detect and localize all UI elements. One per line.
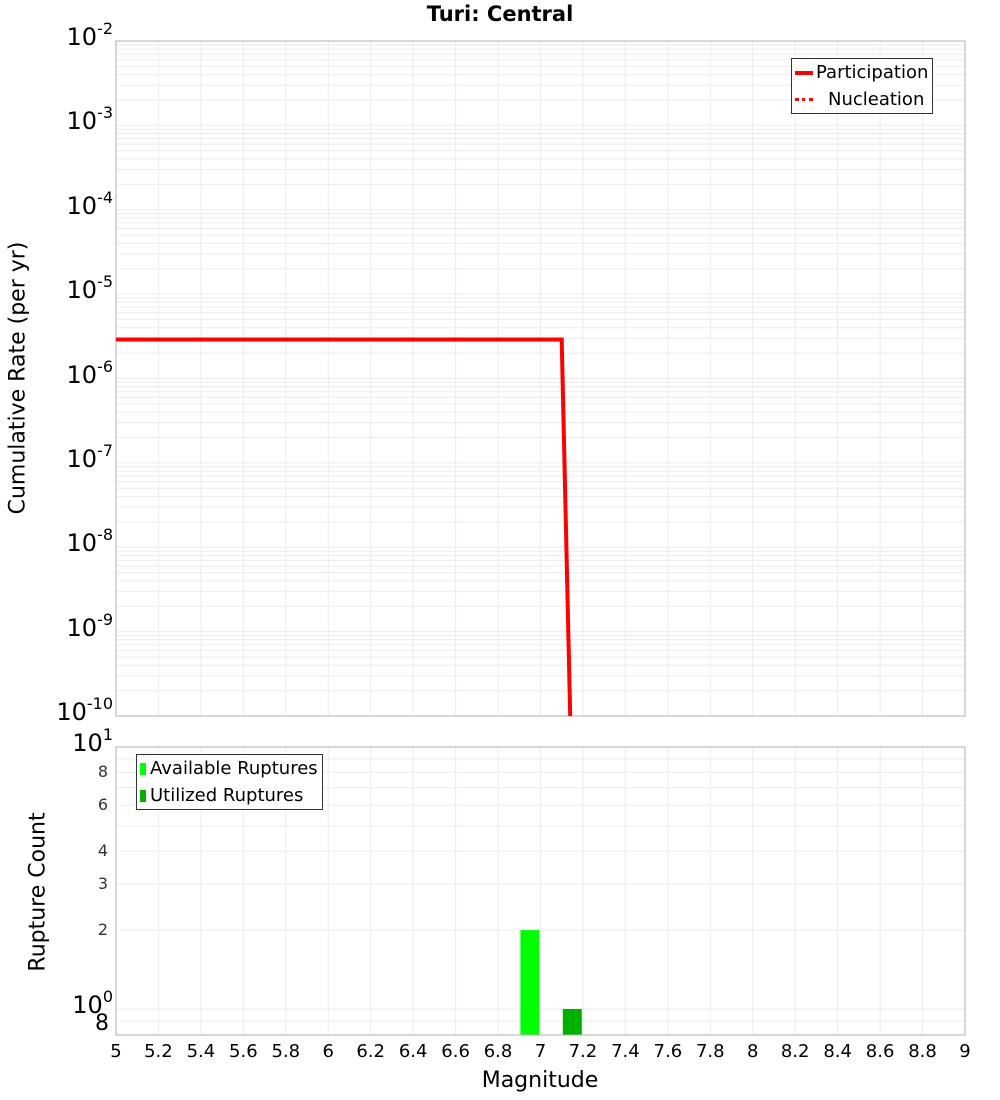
x-tick-label: 5 <box>110 1041 122 1062</box>
bottom-plot-frame <box>115 746 966 1036</box>
top-plot-series <box>116 337 573 717</box>
utilized-swatch-icon <box>140 789 146 802</box>
series-participation <box>116 337 573 717</box>
legend-label: Available Ruptures <box>150 758 318 779</box>
x-tick-label: 7 <box>534 1041 547 1062</box>
y-tick-label: 10-2 <box>66 19 114 51</box>
y-tick-label: 10-10 <box>56 694 113 726</box>
x-tick-label: 8 <box>747 1041 759 1062</box>
y-tick-label: 10-6 <box>66 356 114 389</box>
y-tick-label: 10-3 <box>66 103 114 136</box>
y-tick-label: 10-9 <box>66 609 114 642</box>
series-nucleation <box>116 338 572 717</box>
available-swatch-icon <box>140 762 146 775</box>
x-tick-label: 5.2 <box>144 1041 173 1062</box>
x-tick-label: 7.8 <box>695 1041 725 1062</box>
bottom-plot-bars <box>520 930 582 1035</box>
x-tick-label: 7.4 <box>611 1041 640 1062</box>
x-tick-label: 5.6 <box>229 1041 258 1062</box>
x-tick-label: 8.8 <box>908 1041 937 1062</box>
legend-item-available: Available Ruptures <box>137 755 322 782</box>
top-plot-grid <box>116 41 965 716</box>
dotted-line-icon <box>795 98 813 101</box>
x-tick-label: 6.4 <box>398 1041 428 1062</box>
legend-label: Participation <box>816 62 929 83</box>
y-tick-label: 10-4 <box>66 187 114 220</box>
chart-title: Turi: Central <box>426 2 574 26</box>
legend-item-nucleation: Nucleation <box>792 86 932 113</box>
legend-label: Utilized Ruptures <box>150 785 304 806</box>
y-tick-label: 100 <box>72 987 113 1019</box>
x-tick-label: 5.4 <box>186 1041 216 1062</box>
bottom-y-axis-label: Rupture Count <box>25 812 51 972</box>
y-tick-label: 10-5 <box>66 272 114 305</box>
x-tick-label: 5.8 <box>271 1041 301 1062</box>
x-tick-label: 6 <box>322 1041 334 1062</box>
top-legend: Participation Nucleation <box>791 58 934 114</box>
x-tick-label: 8.2 <box>780 1041 810 1062</box>
x-tick-label: 9 <box>959 1041 971 1062</box>
x-tick-label: 8.6 <box>865 1041 895 1062</box>
y-tick-label: 3 <box>97 873 108 893</box>
solid-line-icon <box>795 70 813 75</box>
y-tick-label: 6 <box>97 795 108 815</box>
legend-label: Nucleation <box>828 89 925 110</box>
top-plot-frame <box>115 40 966 717</box>
y-tick-label: 101 <box>72 725 113 757</box>
x-tick-label: 6.2 <box>356 1041 385 1062</box>
bottom-legend: Available Ruptures Utilized Ruptures <box>136 754 323 810</box>
y-tick-label: 2 <box>97 920 108 940</box>
top-y-axis-label: Cumulative Rate (per yr) <box>5 241 31 515</box>
x-tick-label: 6.6 <box>441 1041 470 1062</box>
y-tick-label: 10-8 <box>66 525 114 558</box>
y-tick-label: 8 <box>97 762 108 782</box>
y-tick-label: 4 <box>97 841 108 861</box>
x-tick-label: 7.6 <box>653 1041 683 1062</box>
legend-item-participation: Participation <box>792 59 932 86</box>
legend-item-utilized: Utilized Ruptures <box>137 782 322 809</box>
x-tick-label: 7.2 <box>568 1041 598 1062</box>
bar-available-ruptures <box>520 930 540 1035</box>
x-tick-label: 8.4 <box>823 1041 852 1062</box>
y-tick-label: 10-7 <box>66 440 114 473</box>
bar-utilized-ruptures <box>562 1009 582 1035</box>
x-axis-label: Magnitude <box>481 1068 599 1093</box>
x-tick-label: 6.8 <box>483 1041 513 1062</box>
y-tick-label: 8 <box>95 1011 109 1037</box>
